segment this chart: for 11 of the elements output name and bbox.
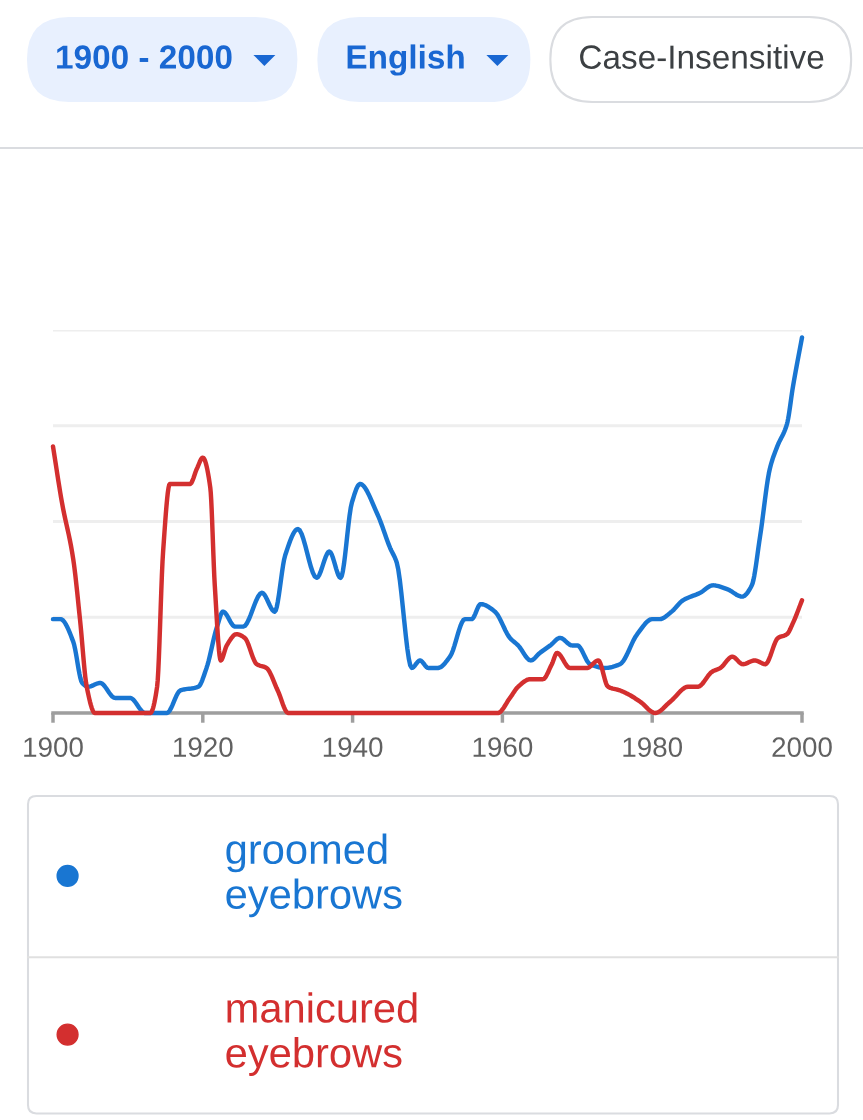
x-tick-label: 1940	[323, 737, 383, 758]
text: English	[347, 44, 464, 76]
text: manicured eyebrows	[226, 992, 417, 1076]
x-tick-label: 1980	[623, 737, 683, 758]
x-tick-label: 2000	[772, 737, 832, 758]
x-tick-label: 1900	[24, 737, 83, 758]
text: 1900 - 2000	[57, 45, 232, 69]
text: groomed eyebrows	[226, 833, 402, 918]
x-tick-label: 1960	[473, 737, 533, 758]
text: Case-Insensitive	[580, 44, 824, 69]
x-tick-label: 1920	[174, 737, 233, 758]
